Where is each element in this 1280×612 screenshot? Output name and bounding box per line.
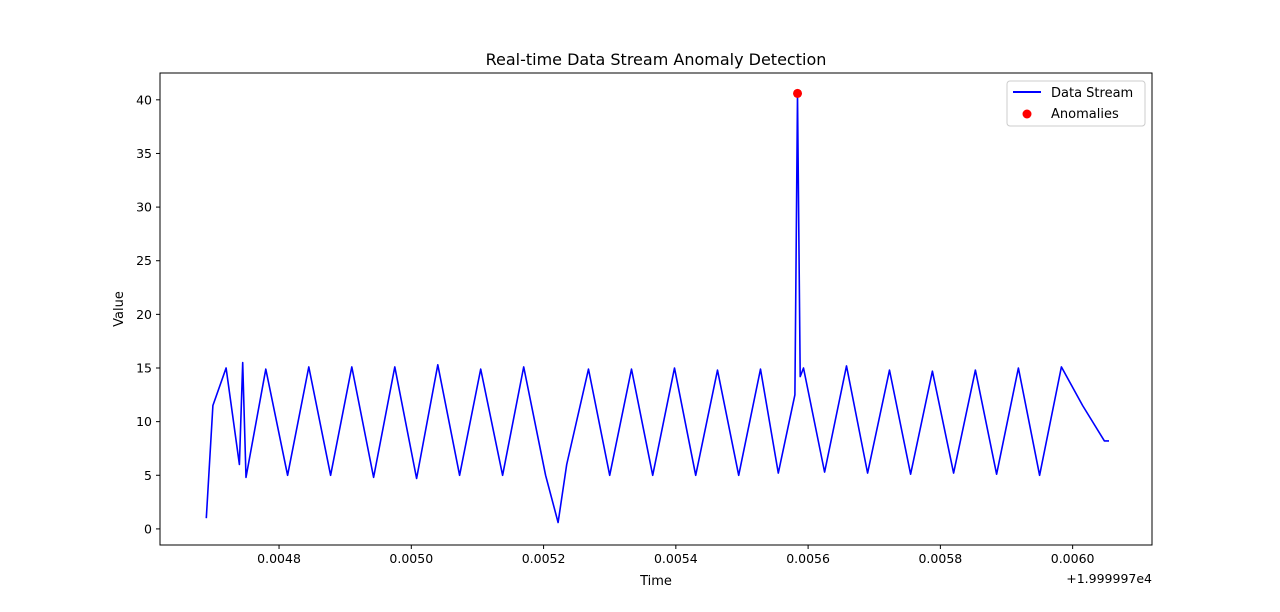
y-axis-label: Value (112, 291, 127, 327)
legend-marker-swatch (1022, 109, 1032, 119)
legend-label-data-stream: Data Stream (1051, 86, 1133, 101)
x-axis-offset-label: +1.999997e4 (1066, 571, 1152, 586)
x-tick-label: 0.0058 (918, 551, 962, 566)
data-stream-line (205, 93, 1109, 524)
y-tick-label: 30 (136, 200, 152, 215)
x-tick-label: 0.0060 (1051, 551, 1095, 566)
y-axis: 0 5 10 15 20 25 30 35 40 (136, 92, 160, 536)
x-tick-label: 0.0052 (522, 551, 566, 566)
legend: Data Stream Anomalies (1006, 80, 1146, 127)
x-axis-label: Time (639, 574, 672, 589)
chart-title: Real-time Data Stream Anomaly Detection (486, 50, 827, 69)
series-layer (205, 88, 1109, 524)
y-tick-label: 35 (136, 146, 152, 161)
x-tick-label: 0.0054 (654, 551, 698, 566)
y-tick-label: 40 (136, 92, 152, 107)
y-tick-label: 10 (136, 414, 152, 429)
y-tick-label: 15 (136, 361, 152, 376)
anomaly-point (793, 88, 803, 98)
y-tick-label: 20 (136, 307, 152, 322)
legend-box (1006, 80, 1146, 127)
x-tick-label: 0.0048 (257, 551, 301, 566)
legend-label-anomalies: Anomalies (1051, 107, 1119, 122)
x-tick-label: 0.0056 (786, 551, 830, 566)
x-tick-label: 0.0050 (389, 551, 433, 566)
x-axis: 0.0048 0.0050 0.0052 0.0054 0.0056 0.0058 0.00… (257, 545, 1095, 566)
y-tick-label: 25 (136, 253, 152, 268)
y-tick-label: 0 (144, 521, 152, 536)
y-tick-label: 5 (144, 468, 152, 483)
plot-area (159, 72, 1153, 546)
